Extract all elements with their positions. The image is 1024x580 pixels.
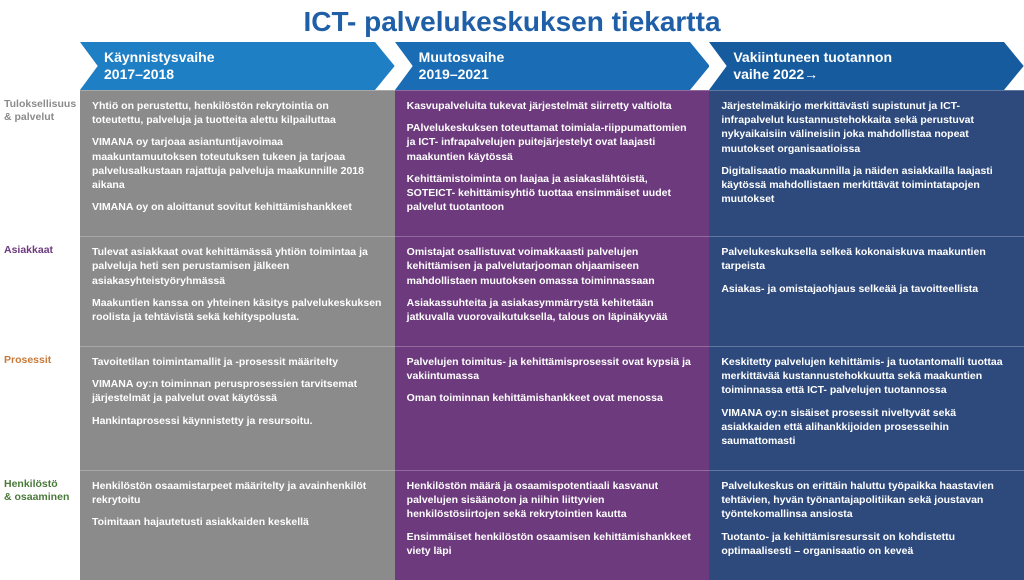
cell-r1c2: Kasvupalveluita tukevat järjestelmät sii… [395, 90, 710, 236]
cell-r3c3: Keskitetty palvelujen kehittämis- ja tuo… [709, 346, 1024, 470]
phase-2-label: Muutosvaihe 2019–2021 [419, 49, 505, 83]
cell-paragraph: Asiakassuhteita ja asiakasymmärrystä keh… [407, 296, 698, 324]
cell-paragraph: Järjestelmäkirjo merkittävästi supistunu… [721, 99, 1012, 156]
cell-paragraph: Omistajat osallistuvat voimakkaasti palv… [407, 245, 698, 288]
cell-paragraph: Palvelukeskuksella selkeä kokonaiskuva m… [721, 245, 1012, 273]
cell-r4c2: Henkilöstön määrä ja osaamispotentiaali … [395, 470, 710, 580]
cell-paragraph: Henkilöstön määrä ja osaamispotentiaali … [407, 479, 698, 522]
cell-paragraph: Tulevat asiakkaat ovat kehittämässä yhti… [92, 245, 383, 288]
phase-1-header: Käynnistysvaihe 2017–2018 [80, 42, 395, 90]
cell-r4c3: Palvelukeskus on erittäin haluttu työpai… [709, 470, 1024, 580]
cell-paragraph: Yhtiö on perustettu, henkilöstön rekryto… [92, 99, 383, 127]
cell-paragraph: Ensimmäiset henkilöstön osaamisen kehitt… [407, 530, 698, 558]
cell-r1c3: Järjestelmäkirjo merkittävästi supistunu… [709, 90, 1024, 236]
cell-paragraph: Palvelukeskus on erittäin haluttu työpai… [721, 479, 1012, 522]
cell-paragraph: Keskitetty palvelujen kehittämis- ja tuo… [721, 355, 1012, 398]
cell-paragraph: VIMANA oy tarjoaa asiantuntijavoimaa maa… [92, 135, 383, 192]
cell-paragraph: Tavoitetilan toimintamallit ja -prosessi… [92, 355, 383, 369]
cell-r1c1: Yhtiö on perustettu, henkilöstön rekryto… [80, 90, 395, 236]
cell-r3c2: Palvelujen toimitus- ja kehittämisproses… [395, 346, 710, 470]
roadmap-grid: Tuloksellisuus & palvelut Yhtiö on perus… [0, 90, 1024, 580]
cell-r2c3: Palvelukeskuksella selkeä kokonaiskuva m… [709, 236, 1024, 346]
cell-paragraph: Toimitaan hajautetusti asiakkaiden keske… [92, 515, 383, 529]
row-label-1: Tuloksellisuus & palvelut [0, 90, 80, 236]
cell-paragraph: Palvelujen toimitus- ja kehittämisproses… [407, 355, 698, 383]
row-label-2: Asiakkaat [0, 236, 80, 346]
cell-paragraph: Henkilöstön osaamistarpeet määritelty ja… [92, 479, 383, 507]
cell-paragraph: Kehittämistoiminta on laajaa ja asiakasl… [407, 172, 698, 215]
cell-r4c1: Henkilöstön osaamistarpeet määritelty ja… [80, 470, 395, 580]
cell-paragraph: Asiakas- ja omistajaohjaus selkeää ja ta… [721, 282, 1012, 296]
cell-paragraph: Maakuntien kanssa on yhteinen käsitys pa… [92, 296, 383, 324]
cell-paragraph: Digitalisaatio maakunnilla ja näiden asi… [721, 164, 1012, 207]
phase-header-row: Käynnistysvaihe 2017–2018 Muutosvaihe 20… [0, 42, 1024, 90]
cell-paragraph: VIMANA oy:n toiminnan perusprosessien ta… [92, 377, 383, 405]
cell-paragraph: Tuotanto- ja kehittämisresurssit on kohd… [721, 530, 1012, 558]
cell-paragraph: VIMANA oy on aloittanut sovitut kehittäm… [92, 200, 383, 214]
page-title: ICT- palvelukeskuksen tiekartta [0, 0, 1024, 42]
cell-paragraph: VIMANA oy:n sisäiset prosessit niveltyvä… [721, 406, 1012, 449]
phase-1-label: Käynnistysvaihe 2017–2018 [104, 49, 215, 83]
cell-r3c1: Tavoitetilan toimintamallit ja -prosessi… [80, 346, 395, 470]
phase-3-label: Vakiintuneen tuotannon vaihe 2022→ [733, 49, 892, 83]
phase-2-header: Muutosvaihe 2019–2021 [395, 42, 710, 90]
cell-paragraph: PAlvelukeskuksen toteuttamat toimiala-ri… [407, 121, 698, 164]
cell-paragraph: Kasvupalveluita tukevat järjestelmät sii… [407, 99, 698, 113]
cell-r2c1: Tulevat asiakkaat ovat kehittämässä yhti… [80, 236, 395, 346]
cell-r2c2: Omistajat osallistuvat voimakkaasti palv… [395, 236, 710, 346]
cell-paragraph: Hankintaprosessi käynnistetty ja resurso… [92, 414, 383, 428]
row-label-3: Prosessit [0, 346, 80, 470]
row-label-4: Henkilöstö & osaaminen [0, 470, 80, 580]
cell-paragraph: Oman toiminnan kehittämishankkeet ovat m… [407, 391, 698, 405]
phase-3-header: Vakiintuneen tuotannon vaihe 2022→ [709, 42, 1024, 90]
